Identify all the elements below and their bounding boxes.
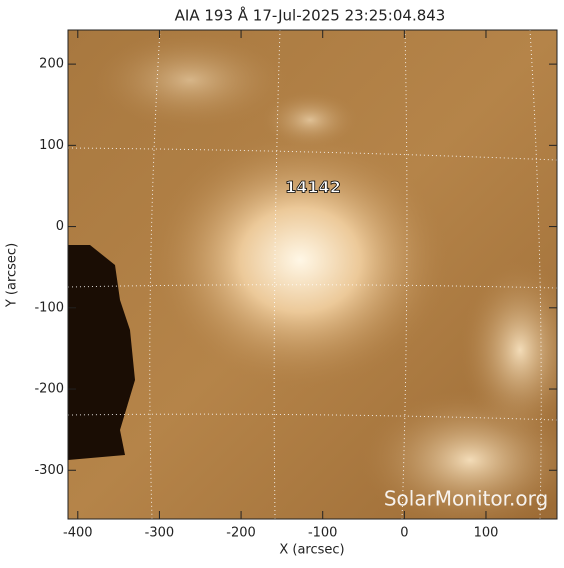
x-tick-label: -100: [308, 526, 338, 541]
y-tick-label: -100: [34, 300, 64, 315]
chart-title: AIA 193 Å 17-Jul-2025 23:25:04.843: [175, 6, 446, 25]
x-tick-label: -400: [63, 526, 93, 541]
y-tick-label: -200: [34, 382, 64, 397]
y-tick-label: 0: [56, 219, 64, 234]
y-tick-label: -300: [34, 463, 64, 478]
x-tick-label: -200: [226, 526, 256, 541]
y-axis-label: Y (arcsec): [5, 243, 20, 308]
y-tick-label: 200: [39, 57, 64, 72]
x-axis-label: X (arcsec): [279, 543, 344, 558]
x-tick-label: 0: [400, 526, 408, 541]
watermark: SolarMonitor.org: [384, 487, 548, 511]
plot-frame: [67, 29, 558, 520]
y-tick-label: 100: [39, 138, 64, 153]
annotation: 14142: [285, 178, 341, 197]
x-tick-label: -300: [145, 526, 175, 541]
solar-image: [68, 30, 557, 519]
x-tick-label: 100: [474, 526, 499, 541]
